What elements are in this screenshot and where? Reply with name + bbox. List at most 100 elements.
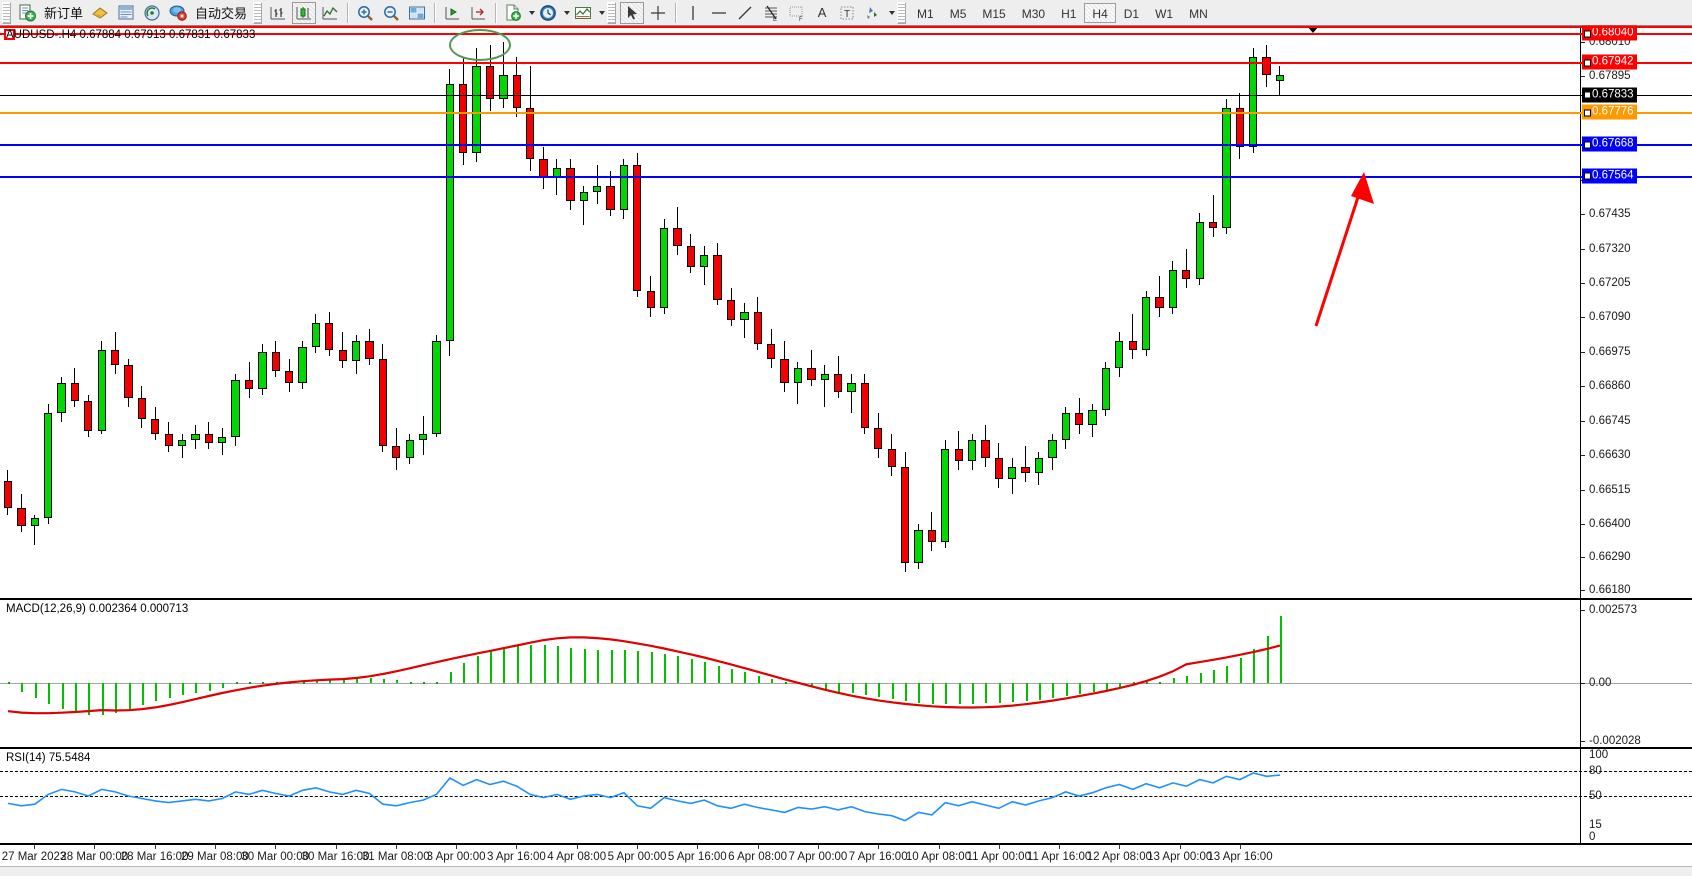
level-handle[interactable] bbox=[1584, 109, 1591, 117]
auto-scroll-icon[interactable] bbox=[440, 2, 464, 24]
rsi-scale[interactable]: 100 80 50 15 0 bbox=[1580, 749, 1692, 843]
auto-trading-label[interactable]: 自动交易 bbox=[195, 6, 248, 21]
zoom-in-icon[interactable] bbox=[353, 2, 377, 24]
zoom-out-icon[interactable] bbox=[379, 2, 403, 24]
macd-histogram-bar bbox=[74, 683, 77, 713]
level-handle[interactable] bbox=[1584, 172, 1591, 180]
new-order-icon[interactable] bbox=[15, 2, 39, 24]
price-scale[interactable]: 0.680100.678950.675500.674350.673200.672… bbox=[1580, 25, 1692, 598]
timeframe-button-h4[interactable]: H4 bbox=[1084, 2, 1116, 23]
chart-area[interactable]: AUDUSD-.H4 0.67884 0.67913 0.67831 0.678… bbox=[0, 25, 1692, 876]
second-red-level-tag[interactable]: 0.67942 bbox=[1582, 54, 1637, 70]
candle-wick bbox=[797, 362, 799, 405]
red-up-arrow[interactable] bbox=[1300, 166, 1420, 336]
time-axis-label: 7 Apr 16:00 bbox=[848, 851, 908, 863]
level-handle[interactable] bbox=[1584, 91, 1591, 99]
templates-icon[interactable] bbox=[501, 2, 525, 24]
cursor-icon[interactable] bbox=[620, 1, 645, 24]
candle-body-dn bbox=[1208, 221, 1218, 228]
indicators-icon[interactable] bbox=[571, 2, 595, 24]
timeframe-button-m5[interactable]: M5 bbox=[949, 6, 967, 21]
candle bbox=[445, 26, 454, 597]
timeframe-button-d1[interactable]: D1 bbox=[1123, 6, 1140, 21]
candle-body-dn bbox=[1155, 296, 1164, 309]
upper-blue-level-line[interactable] bbox=[0, 144, 1692, 147]
price-plot[interactable] bbox=[0, 26, 1692, 598]
price-tick: 0.66290 bbox=[1581, 551, 1631, 563]
upper-red-level-tag[interactable]: 0.68040 bbox=[1582, 25, 1637, 41]
candle bbox=[351, 26, 361, 597]
label-icon[interactable]: T bbox=[835, 2, 859, 24]
trendline-icon[interactable] bbox=[733, 2, 757, 24]
time-axis-label: 10 Apr 08:00 bbox=[905, 851, 972, 863]
rsi-tick: 100 bbox=[1589, 749, 1609, 761]
upper-red-level-line[interactable] bbox=[0, 33, 1692, 35]
macd-histogram-bar bbox=[302, 682, 305, 685]
text-icon[interactable]: A bbox=[817, 5, 827, 20]
macd-tick: 0.002573 bbox=[1581, 604, 1637, 616]
period-dropdown-caret[interactable] bbox=[564, 10, 571, 15]
candle-body-up bbox=[177, 440, 187, 447]
candle bbox=[30, 26, 39, 597]
line-chart-icon[interactable] bbox=[318, 2, 342, 24]
level-price-text: 0.67833 bbox=[1592, 88, 1634, 101]
level-handle[interactable] bbox=[1584, 59, 1591, 67]
candle bbox=[994, 26, 1003, 597]
timeframe-button-w1[interactable]: W1 bbox=[1155, 6, 1174, 21]
vline-icon[interactable] bbox=[681, 2, 705, 24]
bar-chart-icon[interactable] bbox=[266, 2, 290, 24]
candle bbox=[592, 26, 602, 597]
terminal-icon[interactable] bbox=[88, 2, 112, 24]
hline-icon[interactable] bbox=[707, 2, 731, 24]
orange-level-tag[interactable]: 0.67776 bbox=[1582, 104, 1637, 120]
lower-blue-level-tag[interactable]: 0.67564 bbox=[1582, 168, 1637, 184]
lower-blue-level-line[interactable] bbox=[0, 175, 1692, 178]
macd-plot[interactable] bbox=[0, 600, 1692, 747]
level-handle[interactable] bbox=[1584, 141, 1591, 149]
macd-pane[interactable]: MACD(12,26,9) 0.002364 0.000713 0.002573… bbox=[0, 599, 1692, 748]
current-price-level-tag[interactable]: 0.67833 bbox=[1582, 87, 1637, 103]
objects-dropdown-caret[interactable] bbox=[889, 10, 896, 15]
price-pane[interactable]: AUDUSD-.H4 0.67884 0.67913 0.67831 0.678… bbox=[0, 25, 1692, 599]
indicators-dropdown-caret[interactable] bbox=[599, 10, 606, 15]
green-ellipse-highlight[interactable] bbox=[448, 29, 511, 62]
templates-dropdown-caret[interactable] bbox=[529, 10, 536, 15]
timeframe-button-m1[interactable]: M1 bbox=[917, 6, 934, 21]
drawing-tools-grip[interactable] bbox=[607, 1, 617, 24]
candle-body-dn bbox=[753, 311, 762, 345]
candle-wick bbox=[34, 515, 36, 546]
timeframe-button-m30[interactable]: M30 bbox=[1021, 6, 1046, 21]
macd-histogram-bar bbox=[704, 662, 707, 684]
time-axis-label: 5 Apr 00:00 bbox=[607, 851, 667, 863]
current-price-level-line[interactable] bbox=[0, 94, 1692, 96]
second-red-level-line[interactable] bbox=[0, 62, 1692, 65]
macd-histogram-bar bbox=[208, 683, 211, 691]
timeframe-button-h1[interactable]: H1 bbox=[1061, 6, 1077, 21]
orange-level-line[interactable] bbox=[0, 112, 1692, 115]
price-tick: 0.66630 bbox=[1581, 449, 1631, 461]
rsi-pane[interactable]: RSI(14) 75.5484 100 80 50 15 0 bbox=[0, 748, 1692, 844]
channel-icon[interactable]: F bbox=[785, 2, 809, 24]
crosshair-icon[interactable] bbox=[646, 2, 670, 24]
chart-type-group-grip[interactable] bbox=[253, 1, 263, 24]
period-icon[interactable] bbox=[536, 2, 560, 24]
candle-body-dn bbox=[17, 507, 26, 526]
toolbar-grip[interactable] bbox=[2, 1, 11, 24]
fibo-icon[interactable]: E bbox=[759, 2, 783, 24]
new-order-label[interactable]: 新订单 bbox=[44, 6, 84, 21]
timeframe-group-grip[interactable] bbox=[897, 1, 907, 24]
macd-scale[interactable]: 0.002573 0.00 -0.002028 bbox=[1580, 600, 1692, 747]
chart-shift-icon[interactable] bbox=[466, 2, 490, 24]
level-handle[interactable] bbox=[1584, 30, 1591, 37]
candlestick-chart-icon[interactable] bbox=[292, 1, 317, 24]
data-window-icon[interactable] bbox=[405, 2, 429, 24]
upper-blue-level-tag[interactable]: 0.67668 bbox=[1582, 136, 1637, 152]
timeframe-button-mn[interactable]: MN bbox=[1189, 6, 1208, 21]
objects-icon[interactable] bbox=[861, 2, 885, 24]
market-watch-icon[interactable] bbox=[114, 2, 138, 24]
auto-trading-icon[interactable] bbox=[166, 2, 190, 24]
rsi-plot[interactable] bbox=[0, 749, 1692, 843]
timeframe-button-m15[interactable]: M15 bbox=[982, 6, 1006, 21]
macd-histogram-bar bbox=[1105, 683, 1108, 690]
navigator-icon[interactable] bbox=[140, 2, 164, 24]
